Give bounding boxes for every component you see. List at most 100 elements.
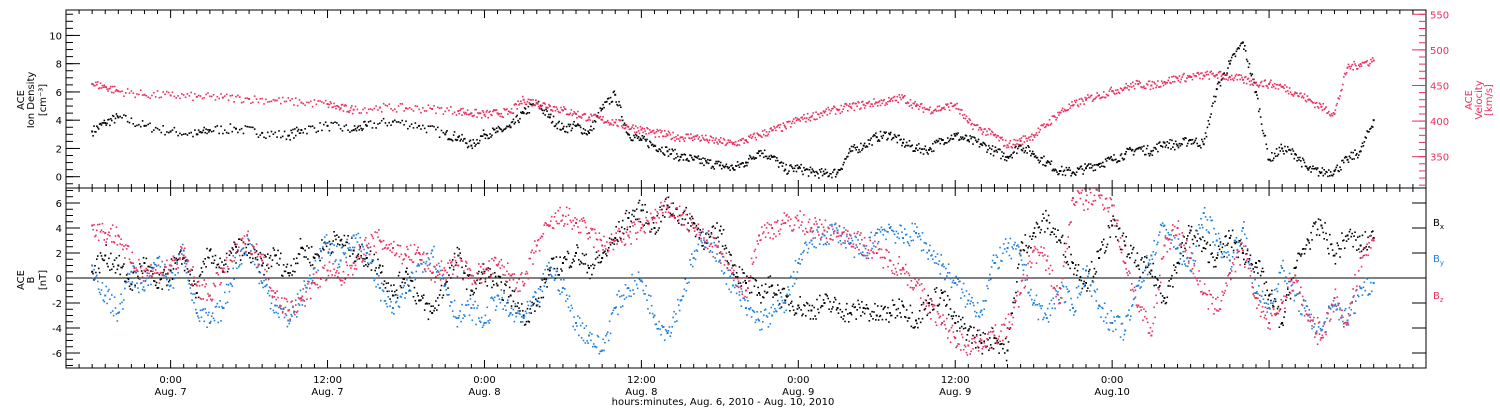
- bottom-series-1-dot: [122, 308, 124, 310]
- bottom-series-0-dot: [742, 272, 744, 274]
- bottom-series-0-dot: [647, 222, 649, 225]
- bottom-series-0-dot: [911, 311, 914, 314]
- top-series-0-dot: [194, 129, 196, 131]
- bottom-series-1-dot: [153, 261, 155, 264]
- top-series-0-dot: [361, 129, 363, 132]
- top-series-0-dot: [1030, 154, 1032, 157]
- bottom-series-0-dot: [1260, 270, 1263, 273]
- top-series-0-dot: [336, 122, 338, 124]
- bottom-y-tick-label: 0: [56, 274, 62, 285]
- top-series-1-dot: [634, 131, 636, 134]
- bottom-series-1-dot: [421, 263, 423, 265]
- top-series-0-dot: [912, 150, 914, 152]
- top-series-1-dot: [393, 108, 396, 110]
- bottom-series-0-dot: [280, 274, 283, 277]
- top-series-1-dot: [751, 135, 754, 138]
- top-series-0-dot: [1238, 47, 1240, 50]
- bottom-series-0-point: [692, 222, 695, 224]
- top-series-1-dot: [917, 104, 919, 106]
- top-series-1-dot: [1075, 99, 1078, 101]
- bottom-series-0-dot: [1075, 274, 1078, 277]
- top-series-1-dot: [966, 120, 969, 122]
- top-series-1-dot: [657, 130, 659, 132]
- bottom-series-0-dot: [657, 229, 659, 232]
- bottom-series-0-point: [405, 270, 407, 273]
- top-series-1-dot: [1112, 90, 1114, 92]
- top-series-1-dot: [799, 120, 801, 122]
- top-series-1-dot: [212, 94, 215, 96]
- top-series-1-dot: [199, 95, 202, 97]
- x-tick-label-date: Aug. 8: [625, 387, 657, 398]
- bottom-series-0-dot: [1196, 240, 1198, 242]
- top-series-0-dot: [1352, 151, 1354, 154]
- bottom-series-0-dot: [623, 228, 626, 230]
- bottom-series-1-dot: [432, 256, 434, 258]
- top-series-0-dot: [672, 149, 674, 152]
- top-series-1-dot: [1213, 74, 1215, 77]
- bottom-series-0-dot: [978, 340, 981, 343]
- top-series-1-dot: [220, 93, 222, 95]
- top-series-1-point: [1045, 123, 1048, 126]
- top-series-1-dot: [1115, 89, 1117, 92]
- bottom-series-0-dot: [1220, 251, 1223, 253]
- bottom-series-0-dot: [1162, 300, 1165, 302]
- bottom-series-0-dot: [952, 315, 955, 317]
- bottom-series-1-point: [509, 312, 512, 314]
- top-series-0-dot: [1274, 155, 1277, 158]
- top-series-1-dot: [407, 107, 409, 110]
- bottom-series-0-dot: [664, 198, 667, 200]
- top-series-1-dot: [651, 130, 654, 132]
- bottom-series-0-dot: [1156, 277, 1158, 280]
- top-series-0-dot: [1173, 143, 1175, 145]
- top-series-0-dot: [478, 142, 480, 145]
- bottom-series-0-dot: [190, 283, 192, 286]
- top-series-0-dot: [505, 127, 507, 129]
- bottom-series-1-dot: [229, 282, 232, 285]
- top-series-0-dot: [1331, 174, 1334, 177]
- top-series-1-dot: [468, 113, 471, 116]
- top-series-0-dot: [817, 172, 819, 175]
- bottom-series-0-dot: [258, 271, 261, 273]
- top-series-1-dot: [806, 112, 809, 115]
- top-series-0-dot: [1159, 144, 1162, 147]
- bottom-y-tick-label: -4: [52, 324, 62, 335]
- top-series-0-dot: [770, 154, 773, 157]
- top-series-1-dot: [850, 107, 853, 110]
- bottom-series-0-dot: [184, 260, 187, 262]
- top-series-0-dot: [442, 131, 445, 134]
- bottom-series-1-dot: [153, 263, 156, 266]
- top-series-1-dot: [1329, 114, 1332, 117]
- top-series-0-dot: [1029, 150, 1031, 152]
- top-series-1-dot: [1116, 92, 1118, 95]
- top-series-0-dot: [1196, 142, 1198, 145]
- top-series-1-dot: [794, 116, 797, 119]
- bottom-series-0-dot: [1278, 326, 1281, 329]
- bottom-series-1-dot: [279, 306, 281, 309]
- top-series-0-dot: [1225, 74, 1227, 76]
- top-series-1-dot: [369, 108, 372, 110]
- bottom-series-1-dot: [390, 300, 392, 303]
- bottom-series-0-dot: [1094, 273, 1097, 275]
- top-series-1-dot: [1195, 75, 1198, 77]
- bottom-series-1-dot: [351, 236, 353, 239]
- top-series-1-dot: [694, 135, 697, 137]
- bottom-series-0-dot: [538, 305, 541, 308]
- top-series-0-dot: [1314, 167, 1317, 169]
- bottom-series-0-dot: [842, 318, 844, 320]
- bottom-series-0-dot: [1343, 247, 1346, 250]
- bottom-series-0-dot: [118, 254, 121, 257]
- bottom-series-0-dot: [856, 308, 858, 311]
- bottom-series-0-dot: [290, 264, 292, 267]
- bottom-series-1-dot: [272, 309, 275, 312]
- top-series-1-dot: [958, 108, 960, 111]
- bottom-series-0-point: [418, 299, 421, 302]
- bottom-series-0-dot: [1158, 285, 1161, 287]
- bottom-series-0-dot: [987, 338, 989, 341]
- top-series-0-dot: [99, 122, 102, 125]
- bottom-series-0-dot: [959, 327, 961, 329]
- top-series-1-dot: [1092, 98, 1095, 101]
- top-series-0-dot: [619, 104, 621, 107]
- top-series-0-dot: [986, 151, 988, 153]
- top-series-1-dot: [824, 110, 827, 113]
